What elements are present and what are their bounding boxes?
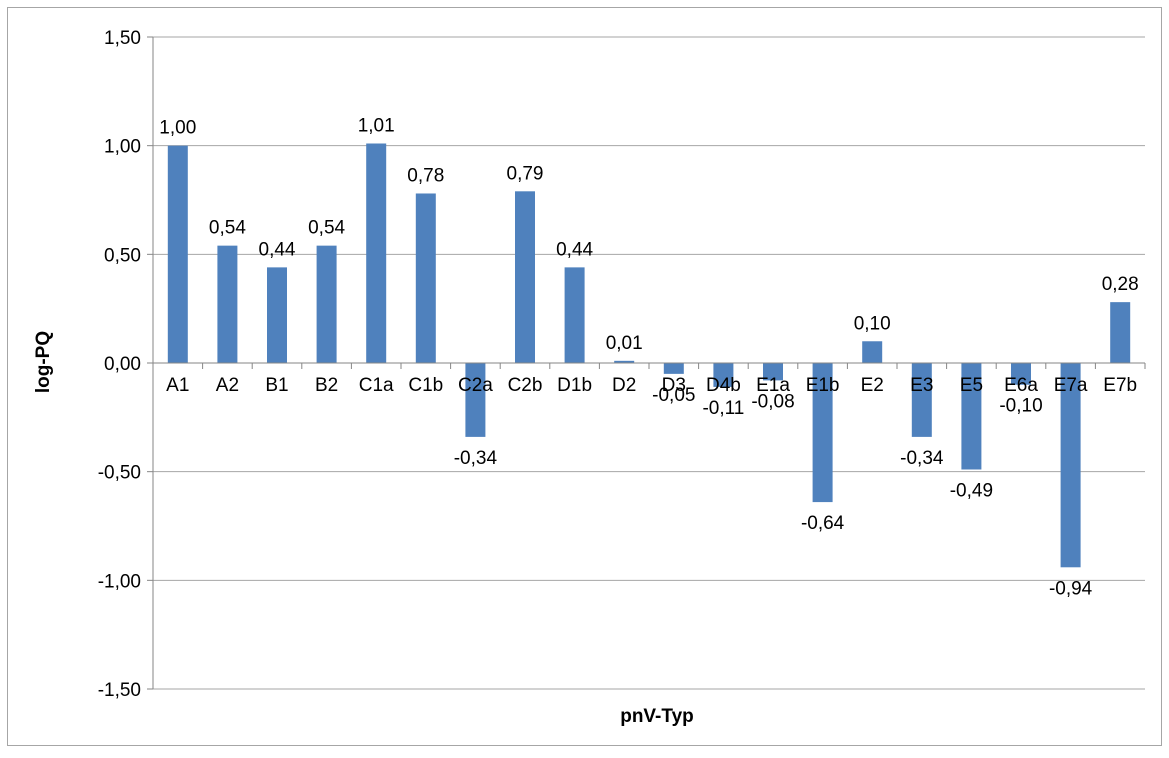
data-label: 0,54 [209, 218, 246, 239]
bar [167, 145, 188, 363]
y-tick-label: -1,50 [98, 680, 141, 701]
bar [812, 363, 833, 503]
data-label: -0,64 [801, 513, 845, 534]
y-axis-title: log-PQ [33, 331, 54, 393]
x-tick-label: E7b [1103, 375, 1137, 396]
bar [862, 341, 883, 363]
x-tick-label: C2a [458, 375, 493, 396]
x-tick-label: B2 [315, 375, 338, 396]
data-label: 0,54 [308, 218, 345, 239]
bar [961, 363, 982, 470]
bar [415, 193, 436, 363]
axis-lines [152, 37, 1146, 689]
y-tick-label: -0,50 [98, 463, 141, 484]
x-tick-label: E7a [1054, 375, 1088, 396]
x-tick-label: C1a [359, 375, 394, 396]
x-tick-label: E1a [756, 375, 790, 396]
bar [515, 191, 535, 363]
y-tick-label: 0,50 [104, 245, 141, 266]
bar [763, 363, 783, 381]
x-tick-label: E5 [960, 375, 983, 396]
data-label: -0,34 [454, 448, 498, 469]
data-label: 1,00 [159, 118, 196, 139]
y-tick-label: -1,00 [98, 571, 141, 592]
y-tick-label: 1,00 [104, 137, 141, 158]
data-label: -0,05 [652, 385, 695, 406]
data-label: -0,11 [702, 398, 744, 419]
bar [267, 267, 287, 363]
data-label: 1,01 [358, 115, 395, 136]
x-tick-label: B1 [265, 375, 288, 396]
data-label: 0,28 [1102, 274, 1139, 295]
bar [465, 363, 486, 437]
data-label: 0,79 [507, 163, 544, 184]
bar [1011, 363, 1031, 385]
x-tick-label: E2 [861, 375, 884, 396]
x-tick-label: A1 [166, 375, 189, 396]
x-tick-label: D2 [612, 375, 636, 396]
y-tick-label: 1,50 [104, 28, 141, 49]
data-label: -0,49 [950, 480, 993, 501]
data-label: 0,44 [556, 239, 593, 260]
category-labels: A1 A2 B1 B2 C1a C1b C2a C2b D1b D2 D3 D4b E1a E1b E2 E3… [166, 375, 1137, 396]
x-tick-label: D4b [706, 375, 741, 396]
data-labels: 1,00 0,54 0,44 0,54 1,01 0,78 -0,34 0,79 0,44 0,0… [159, 115, 1138, 599]
data-label: 0,44 [259, 239, 296, 260]
bar [1060, 363, 1081, 568]
bar [564, 267, 585, 363]
x-tick-label: D3 [662, 375, 686, 396]
x-tick-label: E3 [910, 375, 933, 396]
bars [167, 143, 1131, 568]
x-tick-label: E1b [806, 375, 840, 396]
bar [713, 363, 734, 387]
data-label: 0,01 [606, 333, 643, 354]
bar [614, 360, 635, 363]
x-tick-label: C2b [508, 375, 543, 396]
data-label: -0,08 [751, 391, 794, 412]
bar [911, 363, 932, 437]
data-label: 0,78 [407, 165, 444, 186]
bar [1110, 302, 1131, 363]
data-label: -0,34 [900, 448, 944, 469]
x-tick-label: D1b [557, 375, 592, 396]
y-tick-label: 0,00 [104, 354, 141, 375]
bar [663, 363, 684, 374]
x-axis-title: pnV-Typ [620, 706, 694, 727]
data-label: -0,94 [1049, 578, 1093, 599]
bar [217, 245, 238, 363]
x-tick-label: A2 [216, 375, 239, 396]
data-label: -0,10 [999, 396, 1042, 417]
y-axis-ticks: 1,50 1,00 0,50 0,00 -0,50 -1,00 -1,50 [98, 28, 153, 701]
bar [316, 245, 337, 363]
x-tick-label: C1b [408, 375, 443, 396]
bar [366, 143, 387, 363]
x-tick-label: E6a [1004, 375, 1038, 396]
data-label: 0,10 [854, 313, 891, 334]
